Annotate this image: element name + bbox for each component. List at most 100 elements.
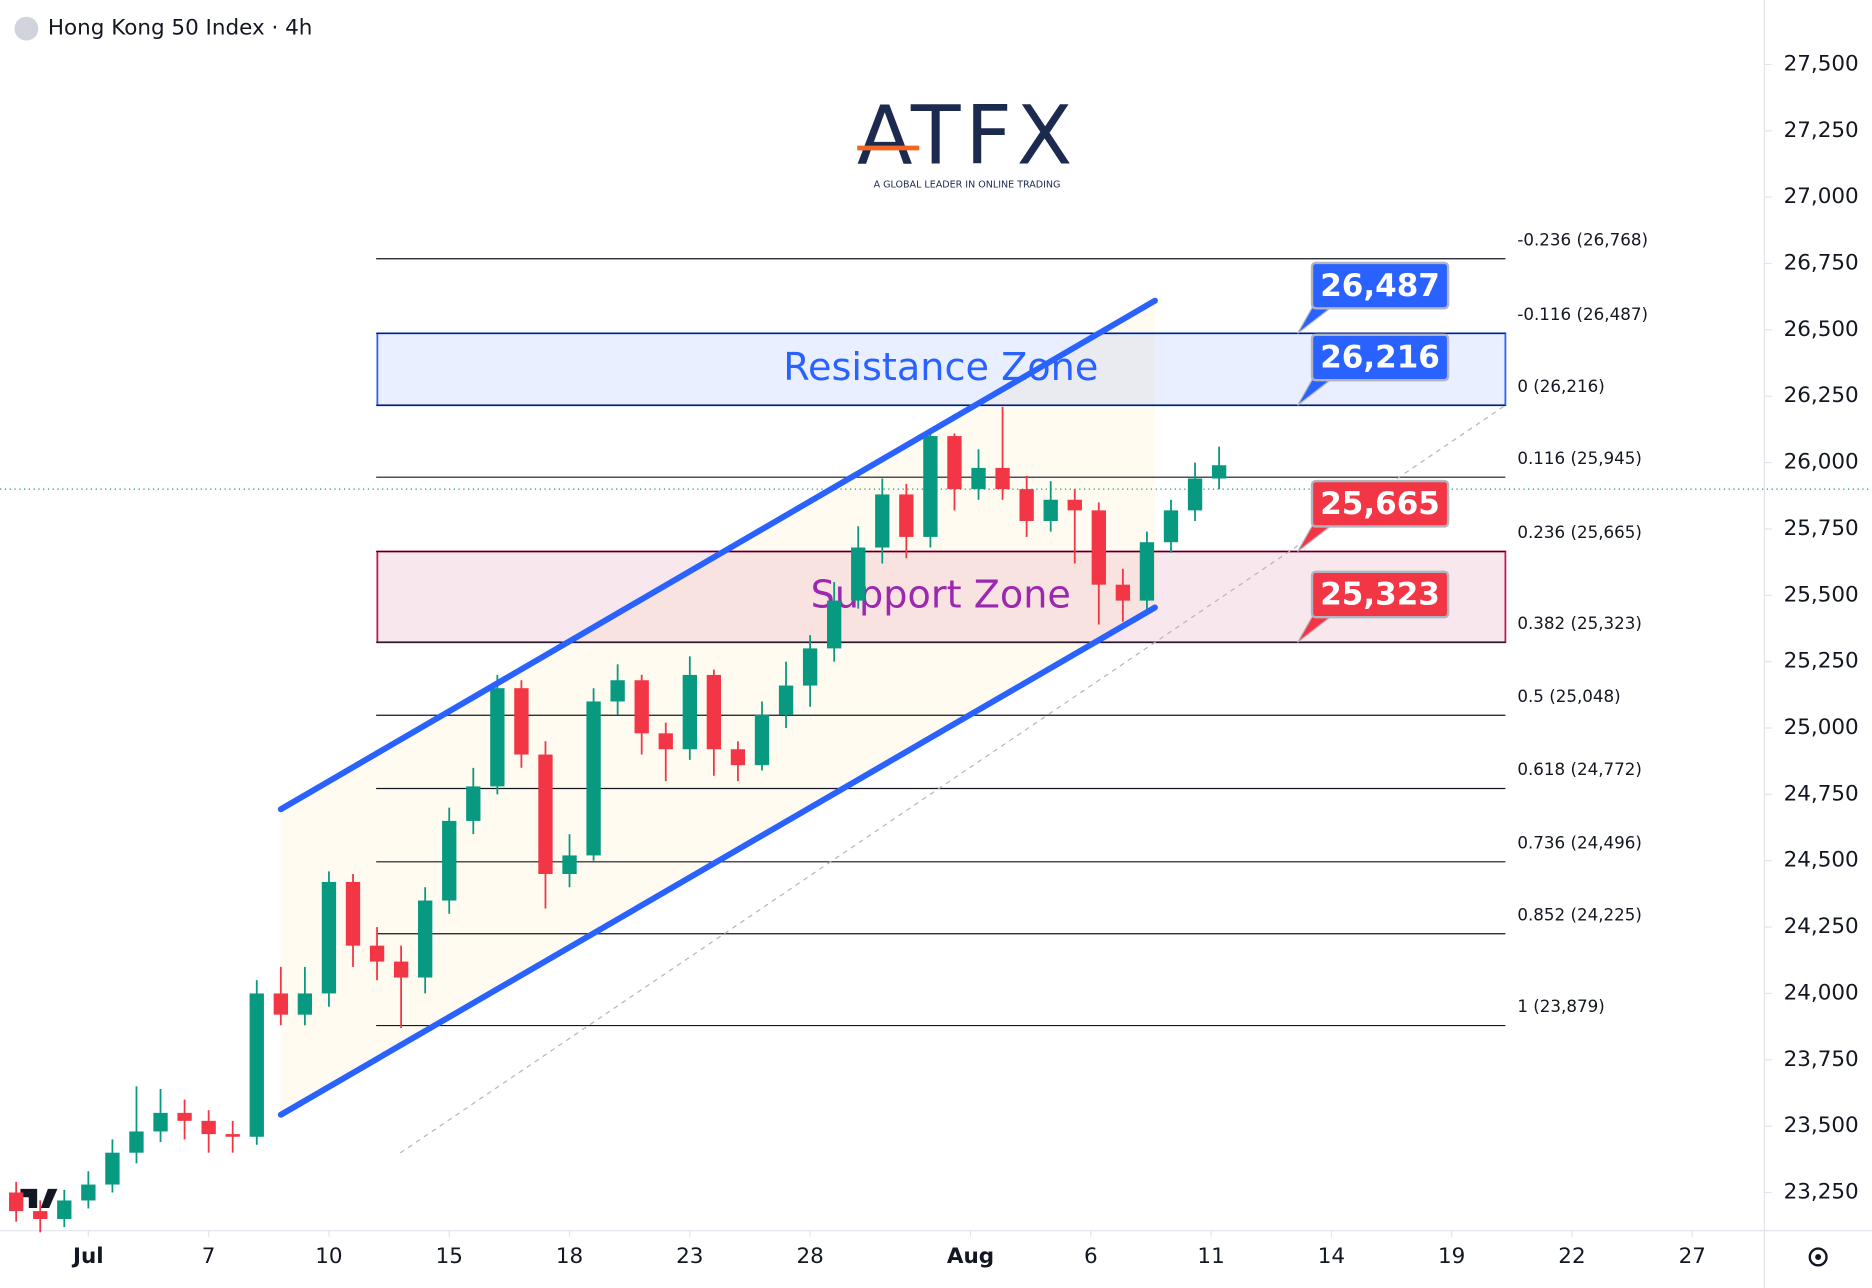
candle xyxy=(947,433,962,511)
symbol-icon xyxy=(14,16,39,41)
x-tick-label: 11 xyxy=(1197,1244,1224,1269)
candle-body xyxy=(105,1152,120,1185)
candle xyxy=(1163,499,1179,553)
gear[interactable] xyxy=(1808,1247,1828,1267)
y-tick-label: 24,000 xyxy=(1784,980,1859,1005)
candle xyxy=(923,428,938,548)
candle xyxy=(1211,446,1227,490)
candle-body xyxy=(129,1131,144,1153)
candle xyxy=(1115,568,1131,622)
candle xyxy=(225,1120,240,1153)
gear-center[interactable] xyxy=(1815,1253,1822,1260)
y-tick-label: 27,000 xyxy=(1784,184,1859,209)
callout-box xyxy=(1310,570,1450,619)
zone-label: Support Zone xyxy=(811,573,1071,617)
candle-body xyxy=(947,436,962,490)
candle xyxy=(105,1139,120,1193)
candle xyxy=(345,873,361,967)
candle xyxy=(1067,489,1082,564)
y-tick-label: 25,250 xyxy=(1784,649,1859,674)
price-callout: 25,665 xyxy=(1297,479,1450,552)
candle-body xyxy=(201,1120,216,1135)
candle-body xyxy=(1163,510,1179,543)
fib-label: 0 (26,216) xyxy=(1517,376,1604,396)
settings-icon[interactable] xyxy=(1808,1247,1828,1267)
y-tick-label: 26,250 xyxy=(1784,383,1859,408)
candle xyxy=(899,483,914,559)
y-tick-label: 24,500 xyxy=(1784,848,1859,873)
candle-body xyxy=(778,685,794,715)
y-tick-label: 23,750 xyxy=(1784,1047,1859,1072)
candle xyxy=(1043,481,1058,532)
callout-box xyxy=(1310,333,1450,382)
candle-body xyxy=(225,1134,240,1137)
candle xyxy=(81,1171,96,1209)
candle-body xyxy=(562,855,577,874)
callout-label: 26,487 xyxy=(1320,268,1440,304)
logo-tagline: A GLOBAL LEADER IN ONLINE TRADING xyxy=(874,180,1061,191)
candle xyxy=(1019,475,1034,537)
y-tick-label: 23,500 xyxy=(1784,1113,1859,1138)
fib-label: 0.618 (24,772) xyxy=(1517,759,1642,779)
candle xyxy=(1091,502,1106,625)
candle xyxy=(754,701,770,771)
fib-label: 0.5 (25,048) xyxy=(1517,686,1620,706)
candle xyxy=(875,478,890,564)
candle-body xyxy=(1091,510,1106,585)
x-tick-label: 6 xyxy=(1084,1244,1098,1269)
channel-line xyxy=(277,297,1158,813)
candle-body xyxy=(321,881,337,994)
y-tick-label: 25,000 xyxy=(1784,715,1859,740)
fib-label: 0.736 (24,496) xyxy=(1517,832,1642,852)
y-tick-label: 25,500 xyxy=(1784,582,1859,607)
chart-title: Hong Kong 50 Index · 4h xyxy=(48,16,313,41)
candle xyxy=(273,966,288,1026)
x-tick-label: 10 xyxy=(315,1244,342,1269)
candle xyxy=(201,1110,216,1153)
candle-body xyxy=(33,1211,48,1220)
candle xyxy=(466,767,481,835)
candle xyxy=(9,1181,24,1222)
candle-body xyxy=(634,680,649,734)
candle xyxy=(562,834,577,888)
x-tick-label: 15 xyxy=(436,1244,463,1269)
fib-label: -0.116 (26,487) xyxy=(1517,304,1648,324)
candle-body xyxy=(658,733,673,750)
candle xyxy=(490,674,505,795)
candle xyxy=(249,980,264,1145)
candle-body xyxy=(586,701,601,856)
fib-label: 0.116 (25,945) xyxy=(1517,448,1642,468)
candle-body xyxy=(1115,584,1131,601)
candle xyxy=(802,635,818,707)
candle xyxy=(971,449,986,500)
candle-body xyxy=(1211,465,1227,479)
fib-label: 1 (23,879) xyxy=(1517,996,1604,1016)
y-tick-label: 25,750 xyxy=(1784,516,1859,541)
y-tick-label: 24,750 xyxy=(1784,781,1859,806)
candle-body xyxy=(514,688,529,755)
candle-body xyxy=(490,688,505,787)
candle-body xyxy=(802,648,818,686)
candle-body xyxy=(730,749,746,766)
candle xyxy=(827,582,842,662)
candle-body xyxy=(57,1200,72,1220)
price-callout: 25,323 xyxy=(1297,570,1450,643)
fib-label: -0.236 (26,768) xyxy=(1517,229,1648,249)
candle-body xyxy=(393,961,409,978)
x-tick-label: 28 xyxy=(796,1244,823,1269)
candle xyxy=(851,526,866,609)
y-tick-label: 23,250 xyxy=(1784,1180,1859,1205)
price-callout: 26,216 xyxy=(1297,333,1450,406)
candle-body xyxy=(875,494,890,548)
candle xyxy=(586,688,601,861)
candle-body xyxy=(706,674,722,750)
x-tick-label: Aug xyxy=(947,1244,994,1269)
x-tick-label: 14 xyxy=(1318,1244,1345,1269)
candle xyxy=(1139,531,1155,612)
candle xyxy=(321,871,337,1007)
candle-body xyxy=(442,820,457,901)
candle xyxy=(778,661,794,729)
logo-text: ATFX xyxy=(857,89,1077,183)
